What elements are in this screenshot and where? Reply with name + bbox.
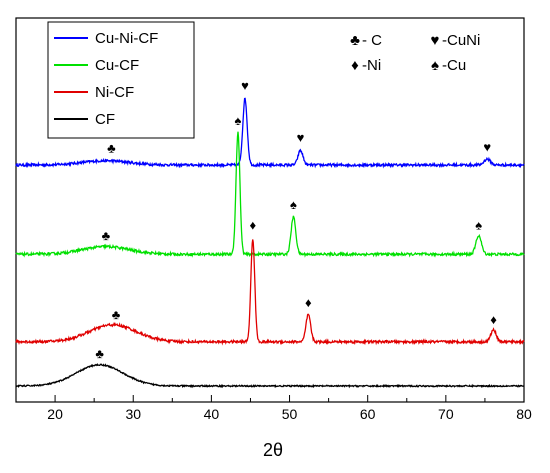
peak-marker-heart: ♥: [297, 130, 305, 145]
legend: Cu-Ni-CF Cu-CF Ni-CF CF: [47, 21, 195, 139]
peak-marker-club: ♣: [102, 228, 111, 243]
x-axis: 20 30 40 50 60 70 80: [15, 395, 532, 422]
phase-key-label: -CuNi: [442, 32, 480, 49]
x-tick-label: 20: [47, 406, 63, 422]
legend-label-cu-cf: Cu-CF: [95, 57, 139, 74]
series-lines: [15, 97, 525, 389]
peak-marker-club: ♣: [112, 307, 121, 322]
peak-annotations: ♣ ♥ ♥ ♥ ♣ ♠ ♠ ♠ ♣ ♦ ♦ ♦ ♣: [95, 78, 497, 361]
series-line-ni-cf: [15, 239, 525, 346]
series-line-cu-ni-cf: [15, 97, 525, 169]
peak-marker-spade: ♠: [235, 113, 242, 128]
peak-marker-club: ♣: [95, 346, 104, 361]
legend-label-cu-ni-cf: Cu-Ni-CF: [95, 30, 158, 47]
peak-marker-diamond: ♦: [249, 218, 256, 233]
x-tick-label: 30: [125, 406, 141, 422]
peak-marker-diamond: ♦: [490, 312, 497, 327]
x-axis-title: 2θ: [263, 440, 283, 460]
phase-key-spade-icon: ♠: [431, 57, 439, 74]
phase-key-club-icon: ♣: [350, 32, 360, 49]
x-tick-label: 40: [204, 406, 220, 422]
peak-marker-spade: ♠: [475, 218, 482, 233]
peak-marker-spade: ♠: [290, 197, 297, 212]
legend-label-ni-cf: Ni-CF: [95, 84, 134, 101]
phase-key-label: - C: [362, 32, 382, 49]
legend-label-cf: CF: [95, 111, 115, 128]
phase-key-label: -Cu: [442, 57, 466, 74]
x-tick-label: 50: [282, 406, 298, 422]
phase-key: ♣ - C ♥ -CuNi ♦ -Ni ♠ -Cu: [350, 32, 480, 74]
phase-key-heart-icon: ♥: [431, 32, 440, 49]
x-tick-label: 80: [516, 406, 532, 422]
phase-key-label: -Ni: [362, 57, 381, 74]
peak-marker-club: ♣: [107, 140, 116, 155]
x-tick-label: 70: [438, 406, 454, 422]
peak-marker-diamond: ♦: [305, 295, 312, 310]
phase-key-diamond-icon: ♦: [351, 57, 359, 74]
peak-marker-heart: ♥: [241, 78, 249, 93]
series-line-cu-cf: [15, 131, 525, 258]
peak-marker-heart: ♥: [483, 139, 491, 154]
series-line-cf: [15, 362, 525, 389]
x-tick-label: 60: [360, 406, 376, 422]
